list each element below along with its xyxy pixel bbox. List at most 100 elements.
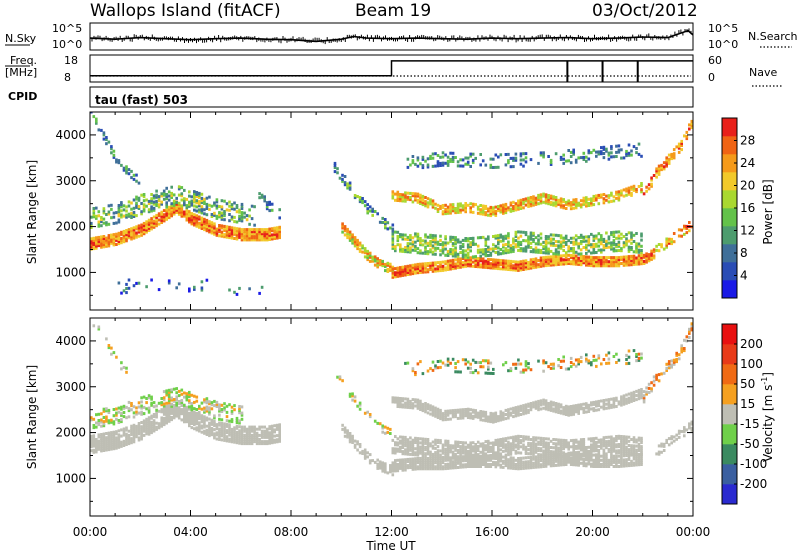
data-cell	[401, 468, 405, 472]
data-cell	[537, 465, 540, 469]
data-cell	[640, 244, 643, 248]
data-cell	[263, 442, 266, 446]
data-cell	[394, 465, 397, 469]
data-cell	[562, 452, 565, 456]
data-cell	[517, 438, 520, 442]
data-cell	[210, 401, 214, 405]
data-cell	[617, 258, 621, 262]
data-cell	[569, 203, 573, 207]
data-cell	[547, 458, 550, 462]
data-cell	[479, 457, 482, 460]
data-cell	[102, 217, 106, 221]
data-cell	[366, 455, 369, 459]
data-cell	[404, 199, 407, 203]
data-cell	[218, 423, 221, 427]
data-cell	[97, 242, 101, 246]
data-cell	[532, 264, 535, 268]
data-cell	[389, 470, 392, 474]
data-cell	[404, 250, 407, 254]
data-cell	[492, 157, 495, 161]
data-cell	[399, 462, 402, 466]
data-cell	[233, 438, 236, 442]
data-cell	[200, 216, 204, 220]
data-cell	[590, 151, 593, 155]
data-cell	[487, 266, 490, 270]
data-cell	[95, 450, 98, 454]
data-cell	[147, 226, 151, 230]
data-cell	[92, 240, 96, 244]
data-cell	[421, 251, 425, 255]
colorbar-tick-label: 20	[740, 179, 755, 193]
data-cell	[394, 249, 397, 253]
data-cell	[188, 212, 191, 216]
data-cell	[552, 460, 555, 463]
data-cell	[494, 455, 498, 459]
data-cell	[147, 224, 151, 228]
cpid-panel: CPID tau (fast) 503	[8, 86, 694, 108]
data-cell	[522, 435, 525, 439]
data-cell	[185, 197, 189, 201]
data-cell	[90, 441, 93, 444]
data-cell	[509, 207, 513, 211]
data-cell	[396, 243, 400, 247]
data-cell	[416, 461, 420, 465]
data-cell	[240, 425, 244, 429]
data-cell	[238, 411, 241, 415]
data-cell	[451, 462, 455, 466]
data-cell	[474, 453, 477, 457]
data-cell	[145, 407, 148, 411]
data-cell	[165, 393, 168, 397]
data-cell	[273, 230, 276, 234]
data-cell	[522, 230, 525, 234]
data-cell	[582, 202, 586, 206]
data-cell	[522, 152, 525, 156]
data-cell	[127, 228, 131, 232]
data-cell	[602, 147, 606, 151]
data-cell	[667, 237, 671, 241]
data-cell	[210, 231, 214, 235]
data-cell	[439, 459, 442, 463]
data-cell	[569, 201, 573, 205]
data-cell	[338, 176, 342, 180]
data-cell	[429, 244, 432, 248]
data-cell	[522, 460, 525, 464]
data-cell	[449, 464, 452, 468]
data-cell	[203, 221, 206, 225]
data-cell	[657, 170, 661, 174]
data-cell	[165, 205, 168, 209]
data-cell	[228, 232, 231, 235]
data-cell	[454, 258, 457, 262]
data-cell	[517, 463, 520, 467]
data-cell	[105, 238, 108, 242]
data-cell	[172, 404, 176, 407]
data-cell	[188, 422, 191, 426]
data-cell	[157, 212, 161, 216]
data-cell	[424, 204, 427, 208]
data-cell	[102, 237, 106, 240]
data-cell	[469, 264, 472, 268]
data-cell	[690, 122, 693, 125]
data-cell	[509, 460, 513, 464]
data-cell	[557, 254, 560, 258]
data-cell	[647, 257, 651, 261]
data-cell	[512, 200, 515, 204]
data-cell	[549, 200, 553, 204]
data-cell	[595, 465, 598, 468]
data-cell	[592, 194, 596, 198]
data-cell	[416, 445, 420, 449]
data-cell	[409, 236, 412, 240]
data-cell	[487, 207, 490, 211]
data-cell	[105, 136, 108, 139]
data-cell	[165, 415, 168, 419]
data-cell	[208, 434, 211, 438]
data-cell	[220, 207, 224, 211]
data-cell	[419, 241, 422, 245]
data-cell	[579, 199, 583, 203]
data-cell	[150, 427, 153, 430]
data-cell	[172, 387, 176, 391]
data-cell	[559, 438, 563, 442]
data-cell	[150, 207, 153, 211]
data-cell	[384, 265, 387, 268]
data-cell	[399, 435, 402, 439]
data-cell	[600, 264, 603, 268]
